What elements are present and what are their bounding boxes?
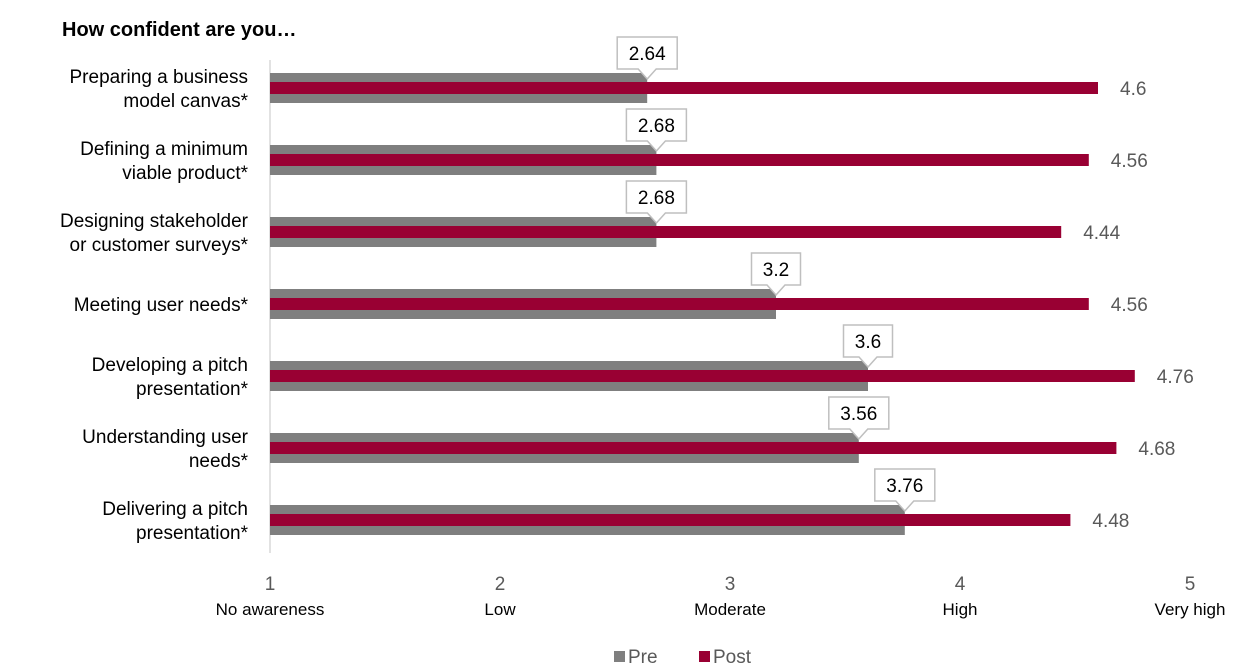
x-axis-ticks: 1 No awareness 2 Low 3 Moderate 4 High 5 Very hig… (216, 574, 1226, 619)
category-label: Understanding user (82, 427, 248, 448)
post-value-label: 4.48 (1092, 511, 1129, 532)
post-value-label: 4.44 (1083, 223, 1120, 244)
bar-post (270, 514, 1071, 526)
post-value-label: 4.6 (1120, 79, 1146, 100)
x-tick-sublabel: High (943, 600, 978, 619)
x-tick-sublabel: No awareness (216, 600, 325, 619)
category-label: or customer surveys* (70, 235, 249, 256)
pre-callout-box (874, 468, 936, 513)
chart-title: How confident are you… (62, 19, 296, 41)
category-label: presentation* (136, 523, 249, 544)
bar-post (270, 298, 1089, 310)
pre-callout-box (842, 324, 894, 369)
legend-swatch (614, 651, 625, 662)
x-tick-label: 1 (265, 574, 276, 595)
category-label: Developing a pitch (92, 355, 248, 376)
x-tick-label: 4 (955, 574, 966, 595)
category-label: Defining a minimum (80, 139, 248, 160)
pre-callout-box (828, 396, 890, 441)
legend: Pre Post (614, 647, 752, 668)
post-value-label: 4.56 (1111, 295, 1148, 316)
x-tick-label: 5 (1185, 574, 1196, 595)
x-tick-sublabel: Low (484, 600, 516, 619)
pre-value-label: 3.76 (886, 476, 923, 497)
pre-value-label: 2.64 (629, 44, 666, 65)
pre-callout-box (625, 180, 688, 225)
pre-callout-box (616, 36, 678, 81)
pre-callout-box (750, 252, 802, 297)
legend-label: Post (713, 647, 752, 668)
category-label: Preparing a business (70, 67, 249, 88)
x-tick-sublabel: Moderate (694, 600, 766, 619)
pre-value-label: 3.6 (855, 332, 881, 353)
category-label: model canvas* (123, 91, 248, 112)
pre-value-label: 3.2 (763, 260, 789, 281)
category-label: needs* (189, 451, 249, 472)
pre-value-label: 2.68 (638, 116, 675, 137)
post-value-label: 4.56 (1111, 151, 1148, 172)
pre-callout-box (625, 108, 688, 153)
x-tick-label: 2 (495, 574, 506, 595)
x-tick-label: 3 (725, 574, 736, 595)
category-label: viable product* (122, 163, 248, 184)
bars-layer (270, 73, 1135, 535)
post-value-label: 4.68 (1138, 439, 1175, 460)
pre-value-label: 2.68 (638, 188, 675, 209)
category-label: presentation* (136, 379, 249, 400)
bar-post (270, 442, 1117, 454)
category-label: Designing stakeholder (60, 211, 249, 232)
bar-post (270, 154, 1089, 166)
legend-label: Pre (628, 647, 658, 668)
labels-layer: Preparing a business model canvas* 4.6 2.64… (60, 36, 1194, 544)
post-value-label: 4.76 (1157, 367, 1194, 388)
bar-post (270, 82, 1098, 94)
bar-post (270, 370, 1135, 382)
pre-value-label: 3.56 (840, 404, 877, 425)
category-label: Meeting user needs* (74, 295, 249, 316)
legend-swatch (699, 651, 710, 662)
category-label: Delivering a pitch (102, 499, 248, 520)
x-tick-sublabel: Very high (1155, 600, 1226, 619)
bar-post (270, 226, 1062, 238)
